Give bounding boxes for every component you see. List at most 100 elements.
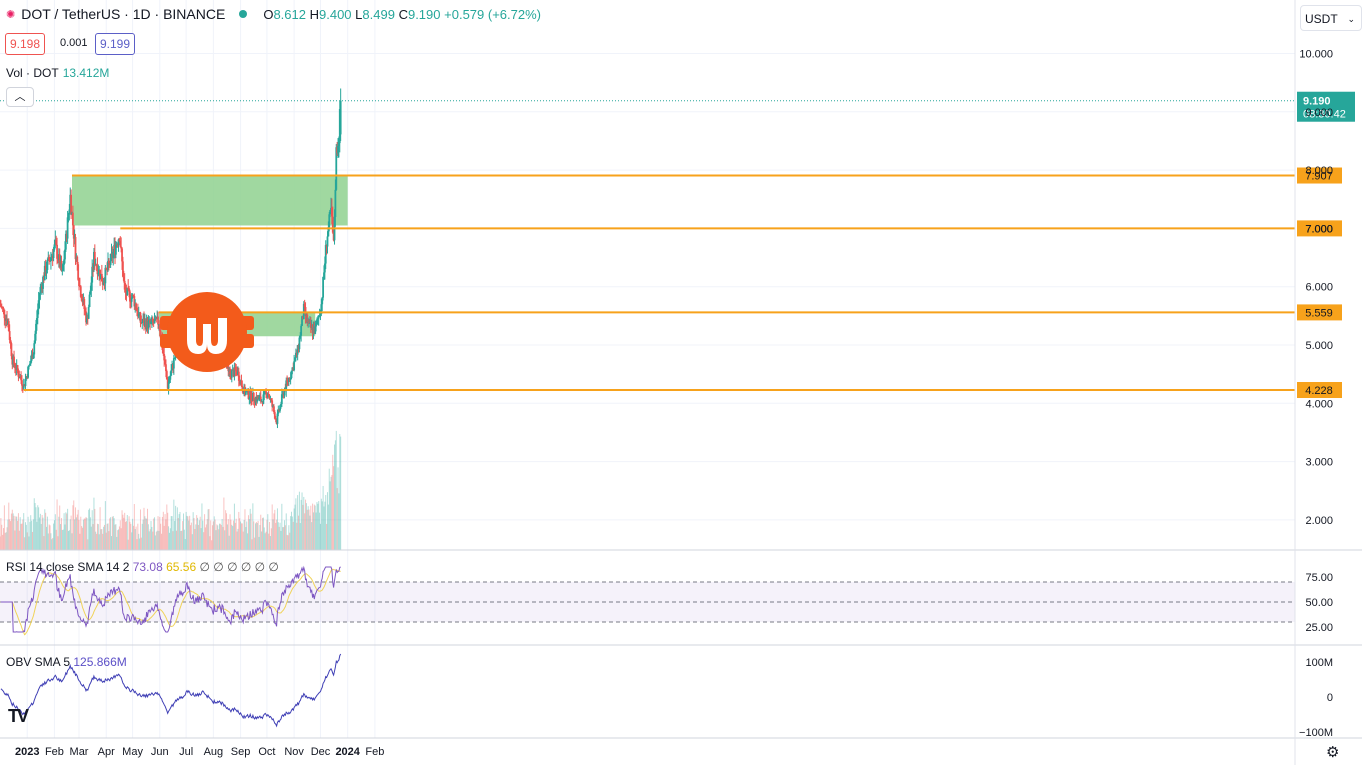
volume-bar — [201, 503, 203, 550]
volume-bar — [66, 513, 68, 550]
candle-body — [283, 389, 286, 396]
tradingview-logo[interactable]: TV — [8, 706, 29, 726]
candle-body — [97, 273, 100, 275]
candle-body — [233, 366, 236, 377]
volume-bar — [63, 513, 65, 550]
volume-bar — [86, 518, 88, 550]
collapse-legend-button[interactable]: ︿ — [6, 87, 34, 107]
obv-pane: 100M 0 −100M — [0, 653, 1333, 739]
candle-body — [17, 371, 20, 377]
volume-bar — [46, 516, 48, 550]
volume-bar — [261, 531, 263, 550]
candle-body — [90, 282, 93, 291]
volume-bar — [239, 518, 241, 550]
volume-bar — [252, 503, 254, 550]
volume-bar — [69, 519, 71, 550]
volume-bar — [96, 523, 98, 550]
volume-bar — [82, 519, 84, 550]
price-tick-label: 9.000 — [1305, 107, 1333, 119]
volume-bar — [311, 522, 313, 550]
volume-bar — [138, 533, 140, 550]
volume-bar — [229, 514, 231, 550]
rsi-extras: ∅ ∅ ∅ ∅ ∅ ∅ — [199, 560, 279, 574]
candle-body — [96, 266, 99, 275]
candle-body — [230, 370, 233, 378]
volume-bar — [189, 515, 191, 550]
volume-bar — [97, 524, 99, 550]
candle-body — [141, 322, 144, 324]
volume-bar — [262, 517, 264, 550]
candle-body — [301, 316, 303, 326]
candle-body — [306, 314, 309, 323]
candle-body — [137, 313, 140, 317]
sell-price-button[interactable]: 9.198 — [5, 33, 46, 55]
candle-body — [273, 412, 276, 419]
volume-bar — [296, 522, 298, 550]
market-status-dot — [239, 10, 248, 18]
time-tick-label: Mar — [70, 746, 89, 758]
buy-price-button[interactable]: 9.199 — [95, 33, 136, 55]
volume-bar — [195, 524, 197, 550]
volume-bar — [338, 493, 340, 550]
volume-bar — [53, 523, 55, 550]
candle-body — [287, 378, 290, 382]
volume-bar — [0, 518, 2, 550]
candle-body — [129, 301, 132, 303]
volume-bar — [249, 508, 251, 550]
candle-body — [280, 394, 283, 405]
price-tick-label: 3.000 — [1305, 457, 1333, 469]
volume-bar — [121, 510, 123, 550]
volume-bar — [98, 534, 100, 550]
volume-bar — [5, 532, 7, 550]
volume-bar — [168, 532, 170, 550]
candle-body — [22, 384, 25, 389]
candle-body — [265, 391, 267, 393]
volume-bar — [143, 507, 145, 550]
volume-bar — [175, 530, 177, 550]
volume-bar — [64, 524, 66, 550]
level-tag — [1297, 220, 1342, 237]
candle-body — [173, 357, 176, 359]
volume-bar — [122, 514, 124, 550]
candle-body — [35, 323, 37, 334]
volume-bar — [137, 523, 139, 550]
volume-bar — [103, 524, 105, 550]
volume-bar — [255, 522, 257, 550]
gear-icon[interactable]: ⚙ — [1326, 744, 1340, 761]
volume-bar — [291, 516, 293, 550]
candle-body — [93, 251, 96, 265]
volume-bar — [190, 522, 192, 550]
volume-bar — [34, 503, 36, 550]
candle-body — [7, 321, 10, 332]
volume-bar — [24, 522, 26, 550]
volume-bar — [279, 522, 281, 550]
candle-body — [338, 143, 340, 147]
rsi-line — [0, 565, 341, 633]
volume-bar — [70, 515, 72, 550]
rsi-sma-line — [0, 568, 341, 636]
time-tick-label: 2023 — [15, 746, 39, 758]
volume-bar — [328, 468, 330, 550]
price-tick-label: 6.000 — [1305, 282, 1333, 294]
volume-bar — [92, 524, 94, 550]
candle-body — [234, 366, 237, 371]
candle-body — [165, 371, 168, 380]
volume-bar — [256, 522, 258, 550]
currency-select[interactable]: USDT ⌄ — [1300, 5, 1362, 31]
symbol-title[interactable]: DOT / TetherUS · 1D · BINANCE — [21, 6, 226, 22]
volume-bar — [134, 529, 136, 550]
volume-bar — [111, 516, 113, 550]
candle-body — [74, 236, 77, 260]
candle-body — [9, 339, 12, 344]
volume-bar — [153, 518, 155, 550]
candle-body — [227, 364, 230, 372]
volume-bar — [154, 535, 156, 550]
volume-bar — [124, 512, 126, 550]
volume-bar — [197, 517, 199, 550]
volume-bar — [274, 509, 276, 550]
volume-bar — [131, 532, 133, 550]
volume-bar — [72, 505, 74, 550]
volume-bar — [3, 505, 5, 550]
candle-body — [83, 298, 86, 310]
